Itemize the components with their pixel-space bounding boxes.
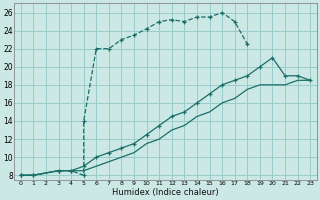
X-axis label: Humidex (Indice chaleur): Humidex (Indice chaleur) (112, 188, 219, 197)
